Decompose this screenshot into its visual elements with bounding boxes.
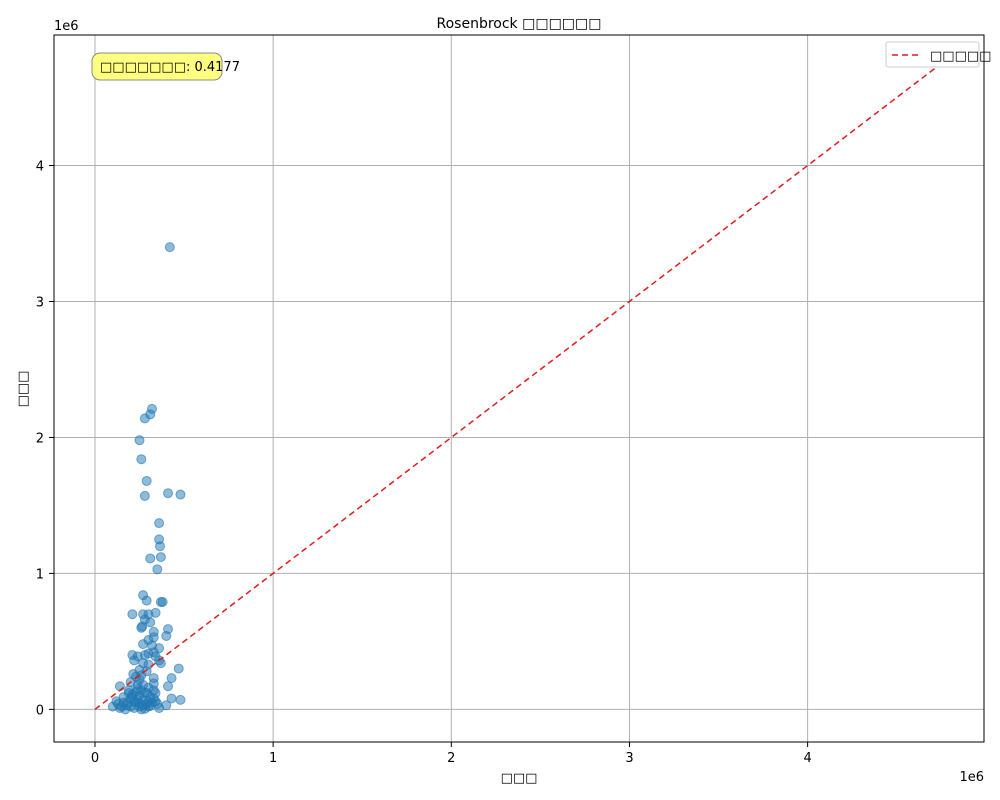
legend-label: □□□□□ <box>930 49 991 64</box>
x-tick-label: 1 <box>269 751 277 766</box>
y-axis-label: □□□ <box>16 371 31 408</box>
x-tick-label: 3 <box>625 751 633 766</box>
scatter-point <box>139 490 150 501</box>
scatter-point <box>164 242 175 253</box>
scatter-point <box>136 454 147 465</box>
scatter-point <box>145 700 156 711</box>
scatter-point <box>141 688 152 699</box>
scatter-point <box>137 621 148 632</box>
scatter-point <box>139 413 150 424</box>
scatter-point <box>155 541 166 552</box>
scatter-point <box>118 697 129 708</box>
scatter-point <box>163 488 174 499</box>
x-tick-label: 4 <box>803 751 811 766</box>
x-tick-label: 0 <box>91 751 99 766</box>
y-tick-label: 3 <box>36 295 44 310</box>
scatter-point <box>152 564 163 575</box>
y-tick-label: 4 <box>36 160 44 175</box>
y-tick-label: 0 <box>36 703 44 718</box>
scatter-point <box>161 630 172 641</box>
scatter-point <box>138 639 149 650</box>
chart-title: Rosenbrock □□□□□□ <box>437 16 602 32</box>
scatter-point <box>134 435 145 446</box>
scatter-point <box>157 596 168 607</box>
reference-line <box>94 67 937 710</box>
scatter-point <box>145 617 156 628</box>
scatter-point <box>132 679 143 690</box>
scatter-point <box>145 553 156 564</box>
scatter-point <box>163 681 174 692</box>
x-scale-label: 1e6 <box>959 770 984 785</box>
annotation-text: □□□□□□□: 0.4177 <box>100 60 240 75</box>
scatter-point <box>175 489 186 500</box>
annotation-box: □□□□□□□: 0.4177 <box>91 52 240 81</box>
scatter-points <box>107 242 186 715</box>
y-tick-label: 1 <box>36 567 44 582</box>
grid-lines <box>54 35 984 742</box>
legend: □□□□□ <box>885 41 991 68</box>
x-axis-label: □□□ <box>501 771 538 786</box>
scatter-point <box>154 518 165 529</box>
y-tick-label: 2 <box>36 431 44 446</box>
scatter-point <box>175 694 186 705</box>
scatter-point <box>173 663 184 674</box>
x-tick-label: 2 <box>447 751 455 766</box>
scatter-point <box>141 595 152 606</box>
scatter-point <box>166 673 177 684</box>
scatter-point <box>129 655 140 666</box>
scatter-point <box>134 698 145 709</box>
y-scale-label: 1e6 <box>54 19 79 34</box>
plot-frame <box>53 34 985 743</box>
scatter-point <box>155 552 166 563</box>
scatter-point <box>141 475 152 486</box>
scatter-point <box>127 609 138 620</box>
axis-ticks: 0 1 2 3 4 0 1 2 3 4 <box>36 160 812 766</box>
scatter-point <box>150 607 161 618</box>
